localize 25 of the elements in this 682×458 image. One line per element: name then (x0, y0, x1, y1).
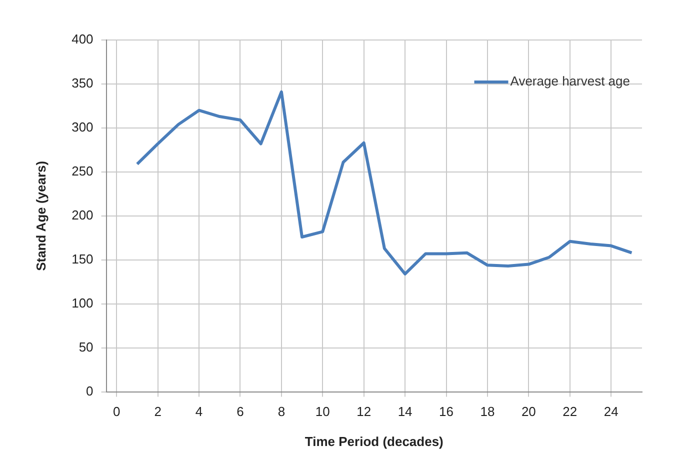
y-axis-title: Stand Age (years) (33, 160, 48, 271)
x-tick-label: 22 (562, 404, 578, 420)
y-tick-label: 350 (72, 76, 94, 91)
x-tick-label: 2 (154, 404, 162, 420)
x-tick-label: 6 (236, 404, 244, 420)
x-tick-label: 24 (604, 404, 618, 420)
y-tick-label: 200 (72, 207, 94, 222)
x-tick-label: 14 (398, 404, 412, 420)
legend-label: Average harvest age (510, 74, 630, 89)
x-tick-label: 0 (112, 404, 120, 420)
y-tick-label: 400 (72, 32, 94, 47)
x-tick-label: 20 (521, 404, 536, 420)
x-tick-label: 18 (480, 404, 495, 420)
x-tick-label: 12 (356, 404, 372, 420)
x-tick-label: 4 (195, 404, 203, 420)
y-tick-label: 250 (72, 164, 94, 179)
x-tick-label: 10 (315, 404, 330, 420)
y-tick-label: 50 (78, 339, 94, 354)
x-axis-title: Time Period (decades) (304, 434, 444, 449)
y-tick-label: 100 (72, 295, 94, 310)
y-tick-label: 150 (72, 251, 94, 266)
x-tick-label: 8 (278, 404, 286, 420)
y-tick-label: 300 (72, 120, 94, 135)
x-tick-label: 16 (439, 404, 454, 420)
y-tick-label: 0 (86, 383, 94, 398)
